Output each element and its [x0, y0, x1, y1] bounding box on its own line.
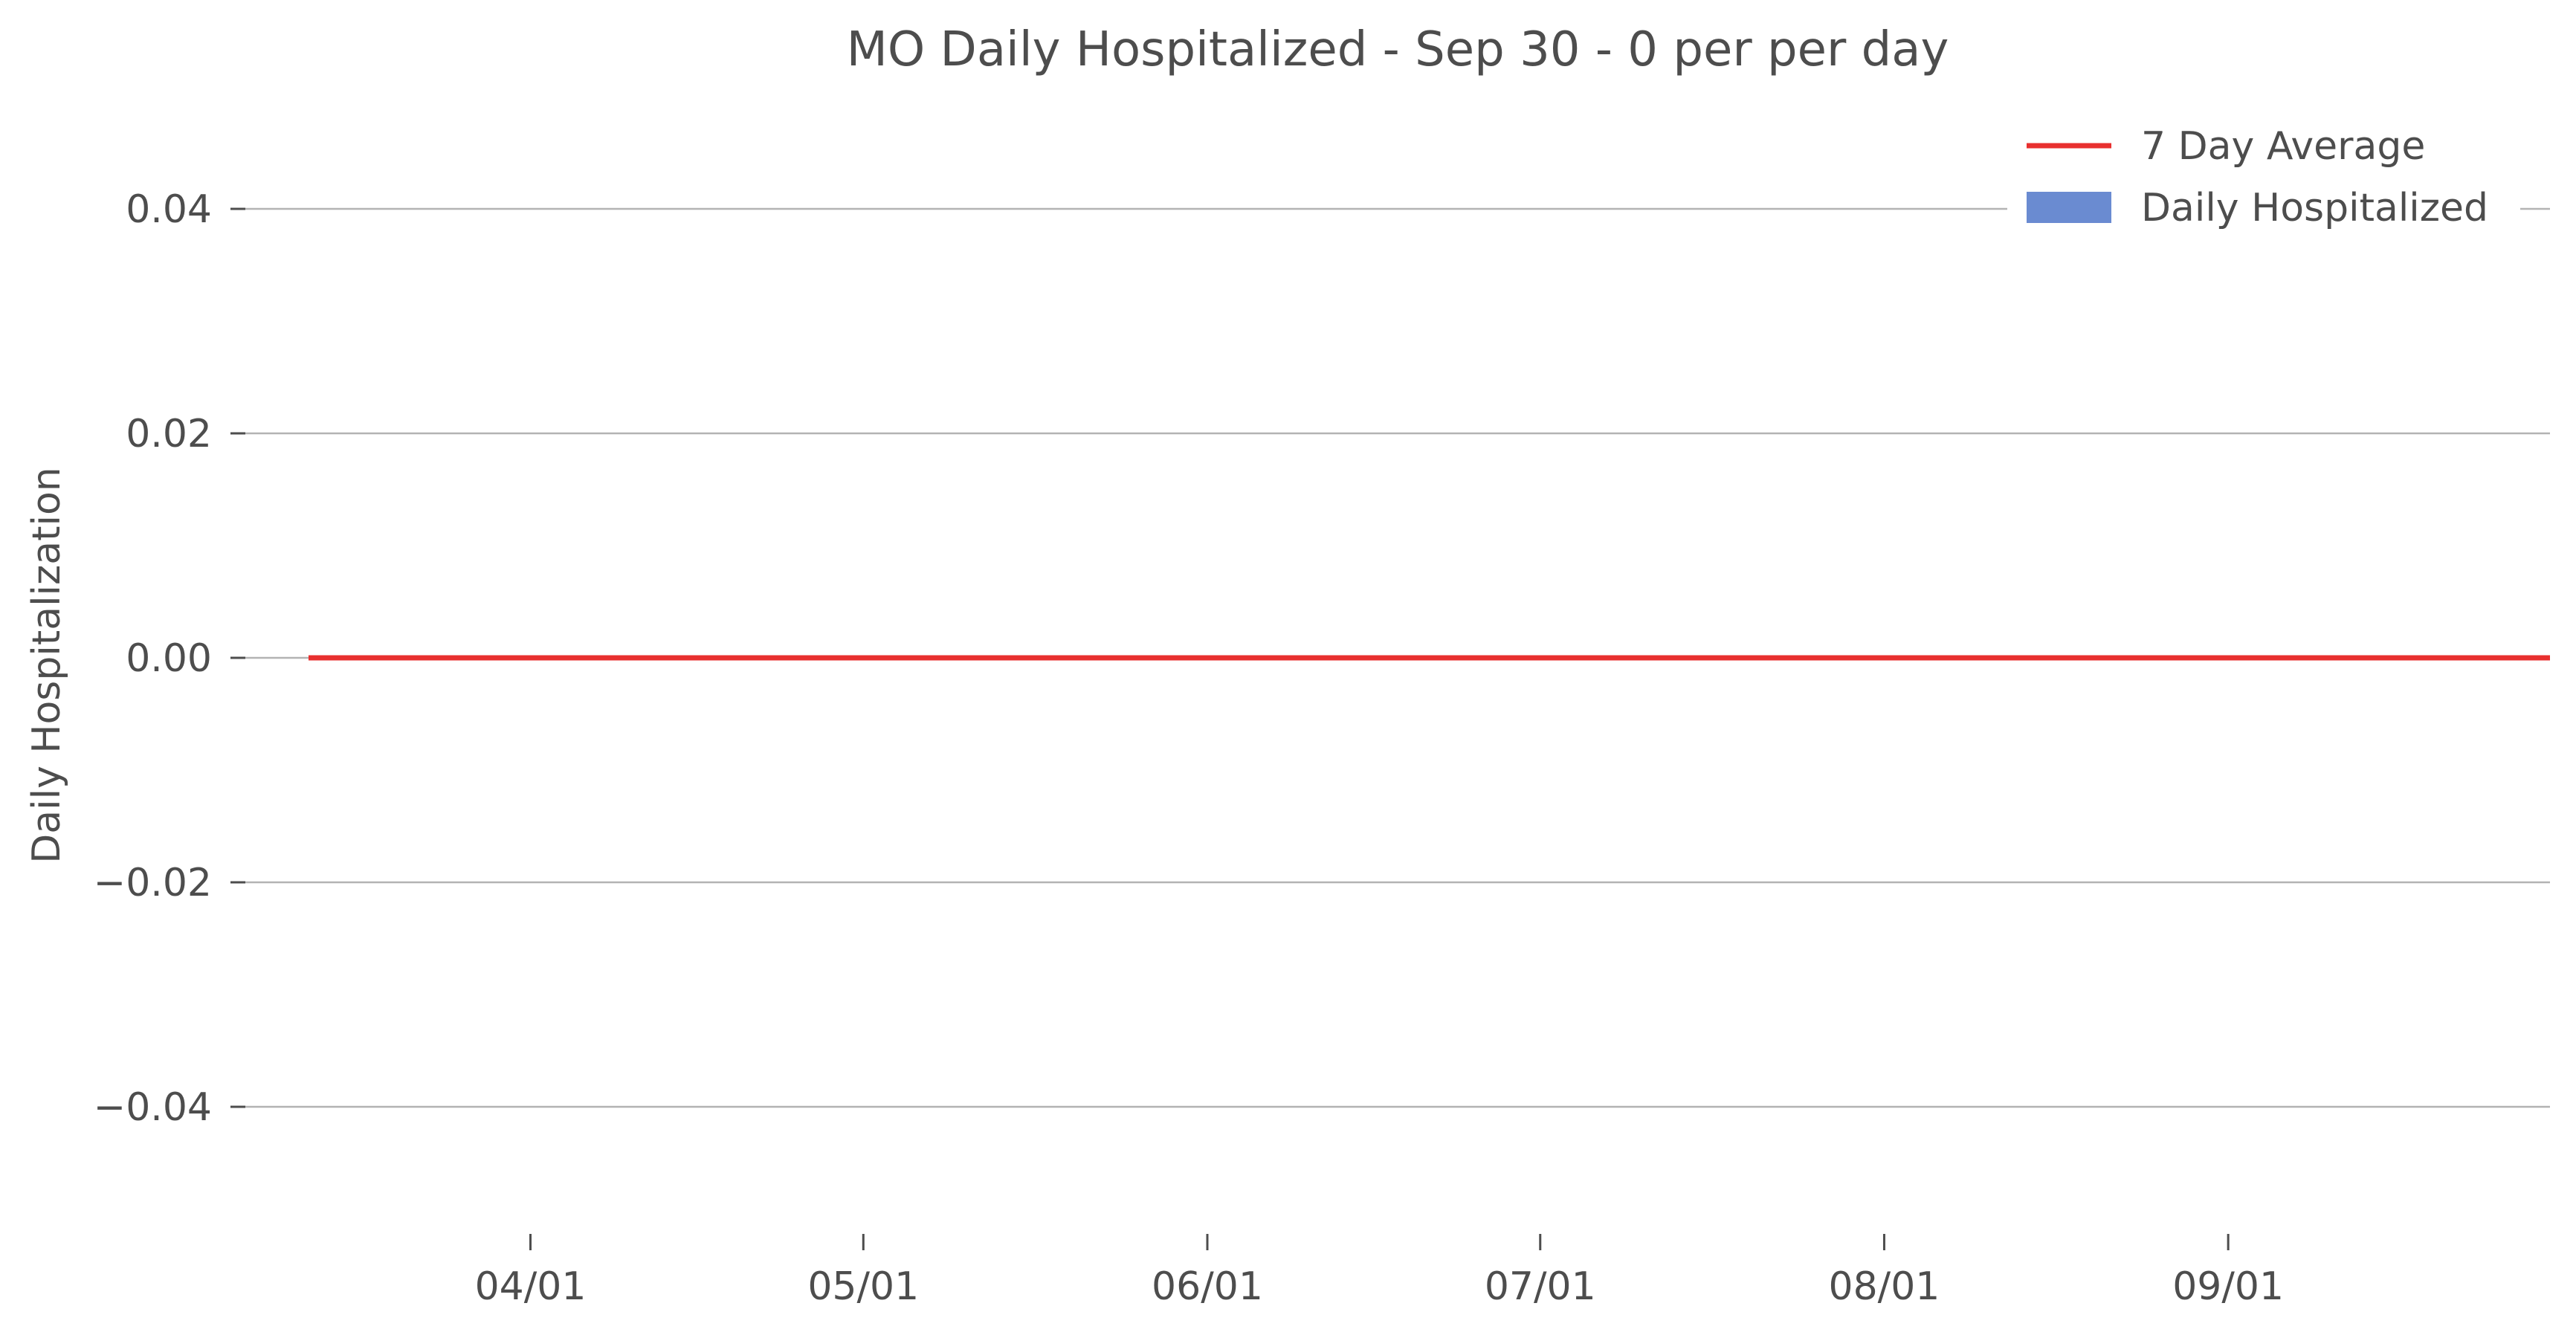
y-axis: 0.04 0.02 0.00 −0.02 −0.04 — [94, 187, 245, 1130]
legend-label-daily-hospitalized: Daily Hospitalized — [2141, 186, 2488, 230]
x-tick-label: 07/01 — [1485, 1264, 1596, 1309]
y-axis-label: Daily Hospitalization — [25, 467, 69, 863]
legend-swatch-daily-hospitalized — [2027, 192, 2111, 223]
x-tick-label: 09/01 — [2172, 1264, 2284, 1309]
chart-title: MO Daily Hospitalized - Sep 30 - 0 per p… — [847, 22, 1949, 77]
x-tick-label: 08/01 — [1829, 1264, 1940, 1309]
x-tick-label: 06/01 — [1152, 1264, 1263, 1309]
x-tick-label: 05/01 — [807, 1264, 919, 1309]
y-tick-label: −0.02 — [94, 861, 212, 905]
y-tick-label: 0.04 — [126, 187, 212, 232]
legend: 7 Day Average Daily Hospitalized — [2007, 111, 2520, 242]
y-tick-label: 0.00 — [126, 636, 212, 681]
legend-label-7-day-average: 7 Day Average — [2141, 124, 2425, 169]
y-tick-label: 0.02 — [126, 412, 212, 456]
x-axis: 04/01 05/01 06/01 07/01 08/01 09/01 — [475, 1234, 2284, 1309]
y-tick-label: −0.04 — [94, 1085, 212, 1130]
x-tick-label: 04/01 — [475, 1264, 587, 1309]
